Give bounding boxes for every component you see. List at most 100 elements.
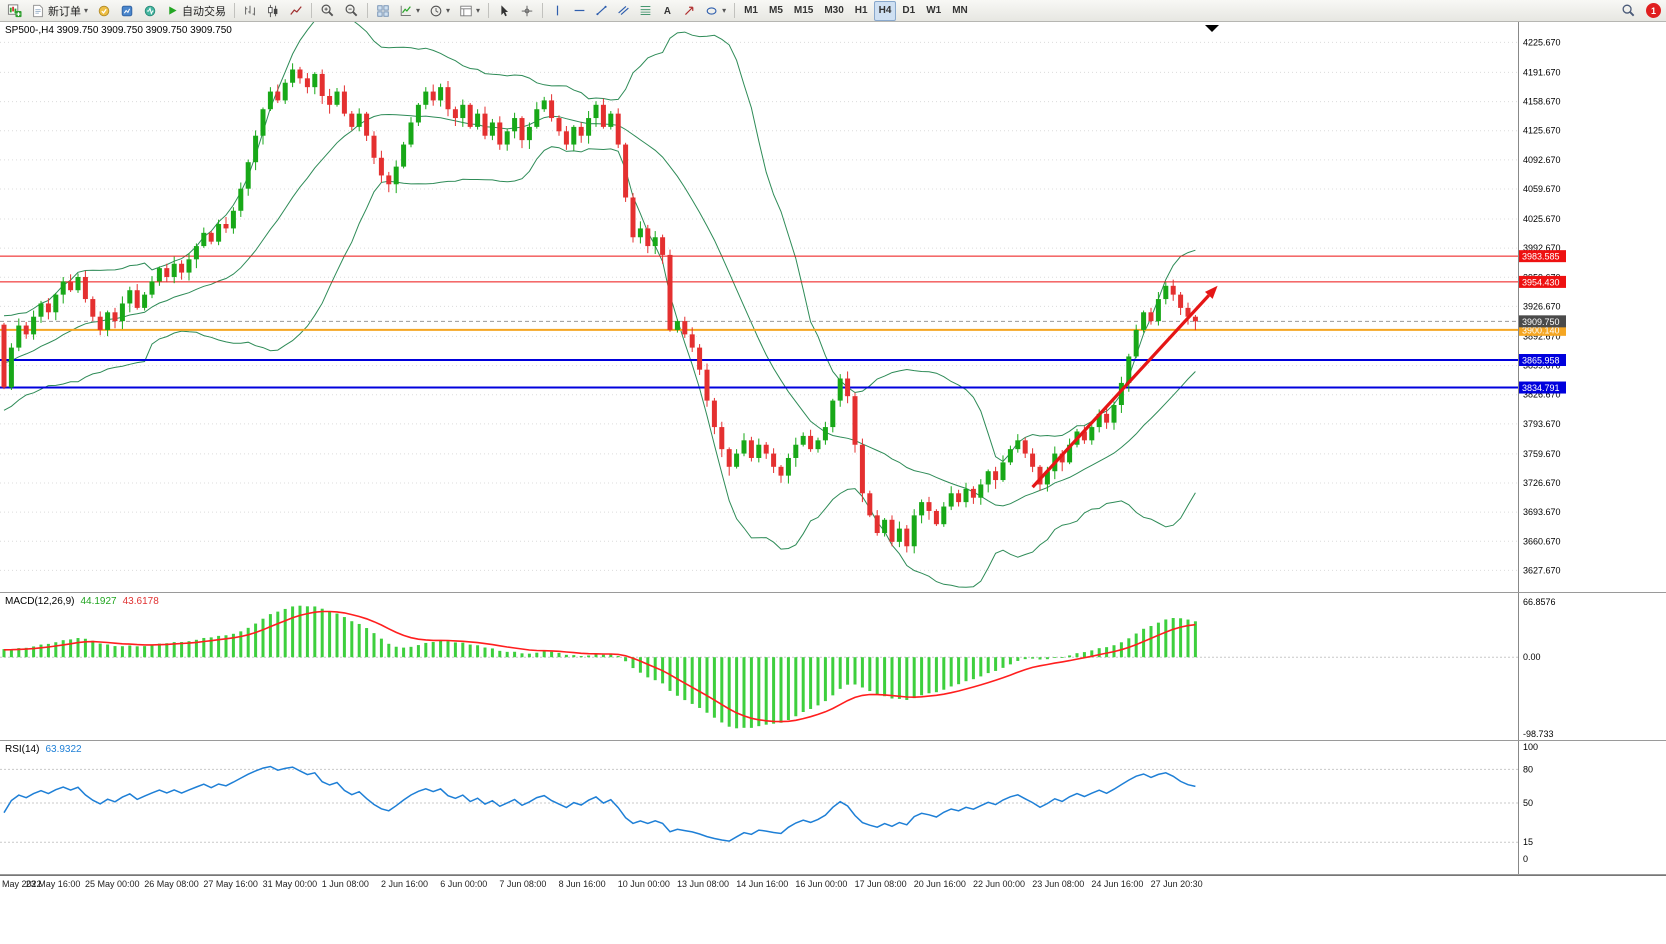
cycles-button[interactable]: ▾ — [425, 1, 454, 21]
rsi-level-label: 15 — [1523, 837, 1533, 847]
text-tool-icon: A — [661, 4, 674, 17]
svg-text:A: A — [664, 6, 671, 17]
new-chart-icon — [7, 3, 22, 18]
chevron-down-icon: ▾ — [84, 5, 89, 15]
panel-divider[interactable] — [0, 592, 1666, 593]
timeframe-button-m30[interactable]: M30 — [824, 5, 844, 16]
time-axis-label: 23 May 16:00 — [25, 879, 81, 889]
macd-axis-label: 66.8576 — [1523, 597, 1556, 607]
clock-icon — [429, 4, 443, 18]
time-axis-label: 22 Jun 00:00 — [973, 879, 1026, 889]
notification-count: 1 — [1650, 5, 1656, 16]
new-chart-button[interactable] — [3, 1, 26, 21]
symbol-ohlc-text: SP500-,H4 3909.750 3909.750 3909.750 390… — [5, 25, 232, 36]
line-chart-button[interactable] — [285, 1, 307, 21]
channel-icon — [617, 4, 630, 17]
chevron-down-icon: ▾ — [446, 5, 451, 15]
time-axis-label: 27 Jun 20:30 — [1150, 879, 1203, 889]
new-order-button[interactable]: 新订单 ▾ — [27, 1, 92, 21]
timeframe-button-mn[interactable]: MN — [952, 5, 968, 16]
timeframe-button-m15[interactable]: M15 — [793, 5, 814, 16]
chart-shift-marker[interactable] — [1205, 25, 1219, 32]
main-chart[interactable]: 4225.670 4191.670 4158.670 4125.670 4092.670… — [0, 22, 1666, 592]
notification-badge[interactable]: 1 — [1646, 3, 1661, 18]
rsi-line — [3, 765, 1196, 842]
price-tick-label: 4025.670 — [1523, 214, 1561, 224]
toolbar-separator — [542, 3, 544, 18]
price-tick-label: 4225.670 — [1523, 37, 1561, 47]
timeframe-button-m5[interactable]: M5 — [768, 5, 783, 16]
timeframe-button-m1[interactable]: M1 — [744, 5, 758, 16]
crosshair-button[interactable] — [516, 1, 538, 21]
price-tick-label: 3793.670 — [1523, 419, 1561, 429]
time-axis-label: May 2022 — [2, 879, 42, 889]
rsi-level-label: 80 — [1523, 764, 1533, 774]
price-line-badge: 3834.791 — [1522, 383, 1560, 393]
arrows-tool-button[interactable] — [679, 1, 700, 21]
toolbar: 新订单 ▾ 自动交易 — [0, 0, 1666, 22]
rsi-name: RSI(14) — [5, 744, 40, 755]
toolbar-separator — [488, 3, 490, 18]
price-tick-label: 4191.670 — [1523, 67, 1561, 77]
toolbar-separator — [734, 3, 736, 18]
candlestick-icon — [266, 4, 280, 18]
macd-panel: 66.8576 0.00 -98.733 MACD(12,26,9) 44.1927… — [0, 593, 1666, 740]
tile-windows-button[interactable] — [372, 1, 394, 21]
shapes-tool-button[interactable]: ▾ — [701, 1, 730, 21]
zoom-in-button[interactable] — [316, 1, 339, 21]
candlestick-button[interactable] — [262, 1, 284, 21]
price-tick-label: 3926.670 — [1523, 301, 1561, 311]
timeframe-button-h4[interactable]: H4 — [873, 0, 897, 21]
time-axis[interactable]: May 2022 23 May 16:00 25 May 00:00 26 May 0… — [0, 875, 1666, 893]
cursor-button[interactable] — [493, 1, 515, 21]
bottom-filler — [0, 893, 1666, 944]
channel-button[interactable] — [613, 1, 634, 21]
price-tick-label: 4125.670 — [1523, 126, 1561, 136]
rsi-chart[interactable]: 100 80 50 15 0 — [0, 741, 1666, 874]
price-tick-label: 3726.670 — [1523, 478, 1561, 488]
indicators-button[interactable]: ▾ — [395, 1, 424, 21]
time-axis-label: 13 Jun 08:00 — [677, 879, 730, 889]
trend-arrow[interactable] — [1031, 285, 1218, 489]
timeframe-group: M1 M5 M15 M30 H1 H4 D1 W1 MN — [739, 0, 973, 21]
rsi-value: 63.9322 — [45, 744, 82, 755]
vertical-line-button[interactable] — [547, 1, 568, 21]
trendline-button[interactable] — [591, 1, 612, 21]
macd-chart[interactable]: 66.8576 0.00 -98.733 — [0, 593, 1666, 740]
autotrade-button[interactable]: 自动交易 — [162, 1, 230, 21]
text-tool-button[interactable]: A — [657, 1, 678, 21]
time-axis-label: 25 May 00:00 — [85, 879, 140, 889]
bar-chart-button[interactable] — [239, 1, 261, 21]
bollinger-bands — [3, 22, 1196, 588]
timeframe-button-d1[interactable]: D1 — [902, 5, 916, 16]
rsi-label: RSI(14) 63.9322 — [5, 744, 82, 755]
macd-name: MACD(12,26,9) — [5, 596, 75, 607]
time-axis-label: 31 May 00:00 — [262, 879, 318, 889]
rsi-level-label: 100 — [1523, 742, 1538, 752]
tile-windows-icon — [376, 4, 390, 18]
chevron-down-icon: ▾ — [722, 5, 727, 15]
chevron-down-icon: ▾ — [416, 5, 421, 15]
signals-button[interactable] — [139, 1, 161, 21]
templates-button[interactable]: ▾ — [455, 1, 484, 21]
trendline-icon — [595, 4, 608, 17]
market-button[interactable] — [116, 1, 138, 21]
price-tick-label: 3660.670 — [1523, 536, 1561, 546]
timeframe-button-w1[interactable]: W1 — [926, 5, 942, 16]
fibonacci-button[interactable] — [635, 1, 656, 21]
indicators-icon — [399, 4, 413, 18]
metaeditor-button[interactable] — [93, 1, 115, 21]
new-order-icon — [31, 4, 45, 18]
panel-divider[interactable] — [0, 874, 1666, 875]
time-axis-label: 27 May 16:00 — [203, 879, 258, 889]
shapes-tool-icon — [705, 4, 719, 18]
toolbar-separator — [234, 3, 236, 18]
time-axis-label: 24 Jun 16:00 — [1091, 879, 1144, 889]
panel-divider[interactable] — [0, 740, 1666, 741]
search-button[interactable] — [1617, 1, 1640, 21]
horizontal-line-button[interactable] — [569, 1, 590, 21]
rsi-level-label: 50 — [1523, 798, 1533, 808]
timeframe-button-h1[interactable]: H1 — [854, 5, 868, 16]
zoom-out-button[interactable] — [340, 1, 363, 21]
price-line-badge: 3900.140 — [1522, 325, 1560, 335]
